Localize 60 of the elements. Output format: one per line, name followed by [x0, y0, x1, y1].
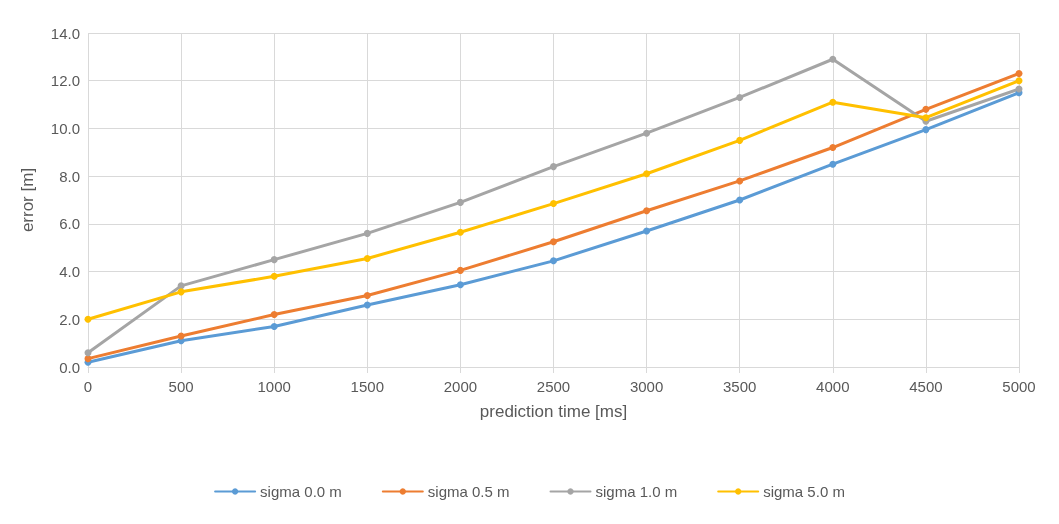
point: [550, 257, 557, 265]
point: [829, 55, 837, 63]
x-tick-label: 500: [168, 378, 194, 395]
point: [550, 200, 557, 208]
point: [177, 288, 185, 296]
y-tick-label: 0.0: [59, 358, 80, 376]
point: [550, 163, 557, 171]
point: [922, 126, 930, 134]
point: [829, 144, 837, 152]
y-axis-title: error [m]: [18, 167, 37, 233]
point: [270, 272, 278, 280]
x-tick-label: 4000: [816, 378, 850, 395]
point: [922, 105, 930, 113]
point: [1015, 70, 1023, 78]
legend-label: sigma 0.5 m: [427, 483, 510, 500]
point: [270, 322, 278, 330]
point: [736, 93, 744, 101]
point: [456, 281, 464, 289]
y-tick-label: 10.0: [50, 119, 80, 137]
point: [363, 229, 371, 237]
y-tick-label: 2.0: [59, 310, 80, 328]
y-tick-label: 14.0: [50, 24, 80, 42]
point: [456, 198, 464, 206]
point: [829, 98, 837, 106]
point: [643, 170, 651, 178]
x-tick-label: 0: [83, 378, 93, 395]
point: [363, 254, 371, 262]
point: [829, 160, 837, 168]
point: [643, 129, 651, 137]
point: [456, 266, 464, 274]
point: [1015, 77, 1023, 85]
point: [84, 349, 92, 357]
x-tick-label: 2000: [443, 378, 478, 395]
point: [84, 315, 92, 323]
point: [736, 177, 744, 185]
y-tick-label: 8.0: [59, 167, 80, 185]
point: [363, 301, 371, 309]
y-tick-label: 6.0: [59, 215, 80, 233]
x-tick-label: 1000: [257, 378, 291, 395]
x-tick-label: 1500: [350, 378, 384, 395]
y-tick-label: 12.0: [50, 72, 80, 90]
legend-label: sigma 1.0 m: [595, 483, 678, 500]
point: [736, 136, 744, 144]
x-tick-label: 2500: [536, 378, 571, 395]
x-tick-label: 3500: [723, 378, 757, 395]
x-axis-title: prediction time [ms]: [479, 402, 628, 421]
legend-label: sigma 5.0 m: [763, 483, 845, 500]
y-tick-label: 4.0: [59, 263, 80, 281]
x-tick-label: 4500: [909, 378, 943, 395]
point: [736, 196, 744, 204]
point: [550, 238, 557, 246]
point: [363, 291, 371, 299]
x-tick-label: 5000: [1002, 378, 1036, 395]
point: [456, 228, 464, 236]
legend-label: sigma 0.0 m: [260, 483, 342, 500]
point: [270, 311, 278, 319]
point: [643, 207, 651, 215]
point: [270, 256, 278, 264]
point: [643, 227, 651, 235]
x-tick-label: 3000: [629, 378, 664, 395]
